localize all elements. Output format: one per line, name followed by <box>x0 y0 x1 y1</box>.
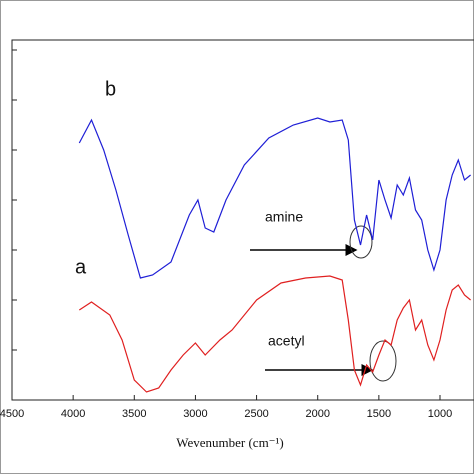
annotation: acetyl <box>268 333 305 349</box>
spectrum-line <box>78 117 471 279</box>
x-tick-label: 4500 <box>0 408 24 420</box>
x-tick-label: 1000 <box>428 408 452 420</box>
x-tick-label: 4000 <box>61 408 85 420</box>
plot-frame <box>11 39 474 401</box>
x-tick-label: 2500 <box>244 408 268 420</box>
series-label: a <box>75 256 87 278</box>
annotation: amine <box>265 209 303 225</box>
x-axis-label: Wevenumber (cm⁻¹) <box>176 435 284 450</box>
spectrum-line <box>78 275 471 393</box>
x-tick-label: 2000 <box>305 408 329 420</box>
circle-highlight <box>369 340 397 382</box>
circle-highlight <box>349 225 373 259</box>
x-tick-label: 3500 <box>122 408 146 420</box>
series-label: b <box>105 78 116 100</box>
x-tick-label: 1500 <box>367 408 391 420</box>
x-tick-label: 3000 <box>183 408 207 420</box>
